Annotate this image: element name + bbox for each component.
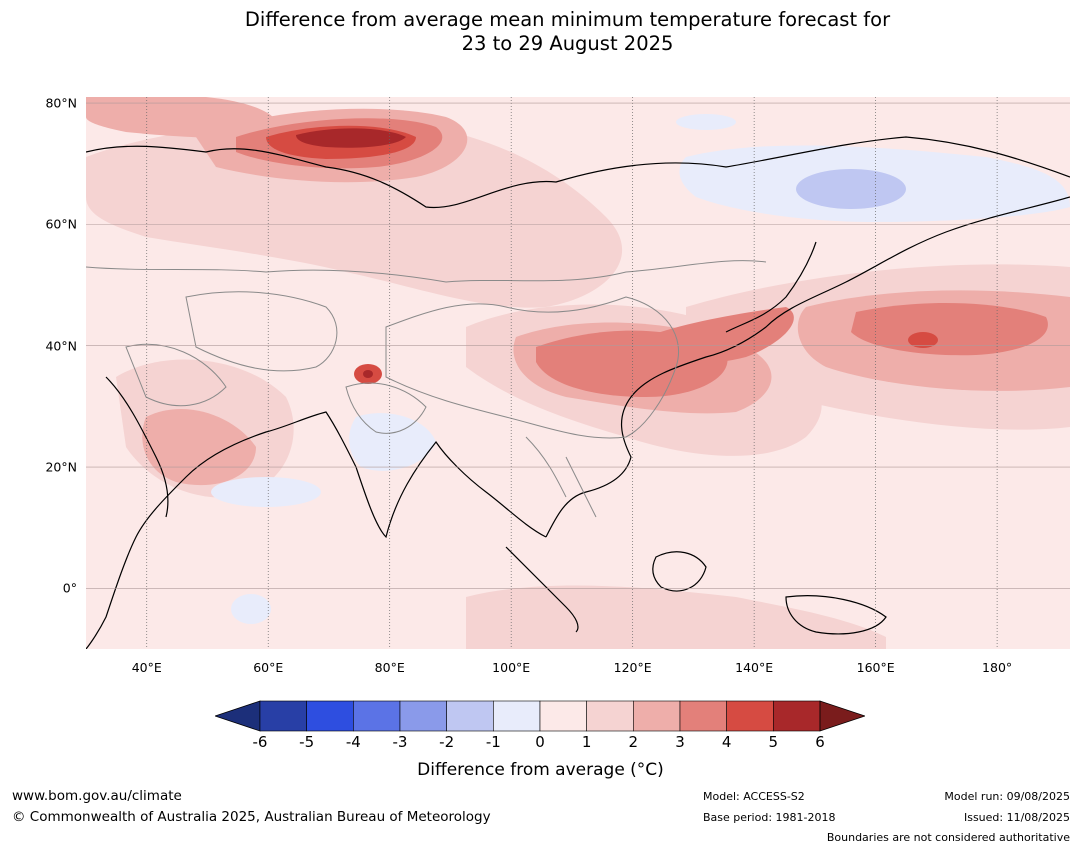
colorbar-bin	[539, 700, 587, 732]
longitude-label: 80°E	[374, 660, 405, 675]
colorbar-bin	[493, 700, 541, 732]
latitude-label: 80°N	[45, 95, 77, 111]
latitude-label: 0°	[62, 580, 77, 596]
coastline-red-sea	[105, 376, 169, 518]
longitude-label: 140°E	[735, 660, 774, 675]
boundary-china	[385, 296, 680, 439]
anomaly-zone-pacific-core	[851, 302, 1048, 356]
colorbar-under-arrow	[215, 700, 261, 732]
anomaly-zone-indian-ocean-cool	[231, 594, 271, 624]
footer-issued: Issued: 11/08/2025	[963, 811, 1070, 824]
boundary-russia-south	[86, 260, 767, 283]
footer-disclaimer: Boundaries are not considered authoritat…	[826, 831, 1070, 844]
colorbar-tick-label: 0	[535, 733, 545, 751]
boundary-india	[345, 382, 427, 434]
anomaly-map	[86, 97, 1070, 649]
colorbar-tick-label: -5	[299, 733, 315, 751]
anomaly-zone-arctic-cool	[676, 114, 736, 130]
graticule	[86, 97, 1070, 649]
colorbar-tick-label: 6	[815, 733, 825, 751]
colorbar-tick-label: -4	[345, 733, 361, 751]
anomaly-zone-saudi	[142, 408, 256, 486]
colorbar-bin	[679, 700, 727, 732]
footer-url[interactable]: www.bom.gov.au/climate	[12, 788, 182, 804]
anomaly-zone-east-siberia-cold	[796, 169, 906, 209]
colorbar-bin	[773, 700, 821, 732]
colorbar-tick-label: 4	[721, 733, 732, 751]
map-title-line-1: Difference from average mean minimum tem…	[244, 8, 891, 31]
colorbar-tick-label: 1	[581, 733, 592, 751]
anomaly-zone-maritime	[466, 585, 886, 649]
colorbar-bin	[586, 700, 634, 732]
colorbar-bin	[259, 700, 307, 732]
longitude-label: 40°E	[131, 660, 162, 675]
latitude-label: 60°N	[45, 216, 77, 232]
colorbar	[215, 700, 865, 732]
longitude-label: 60°E	[253, 660, 284, 675]
map-title: Difference from average mean minimum tem…	[0, 8, 1081, 56]
colorbar-bin	[446, 700, 494, 732]
coastline-japan	[725, 241, 817, 333]
anomaly-zone-arabian-sea-cool	[211, 477, 321, 507]
colorbar-bin	[399, 700, 447, 732]
latitude-label: 20°N	[45, 459, 77, 475]
colorbar-tick-label: 2	[628, 733, 639, 751]
coastline-new-guinea	[785, 595, 887, 635]
anomaly-zone-siberia-max	[296, 128, 406, 148]
colorbar-title: Difference from average (°C)	[417, 760, 664, 780]
coastline-arctic	[86, 136, 1070, 209]
anomaly-shading	[86, 97, 1070, 649]
footer-model-run: Model run: 09/08/2025	[944, 790, 1070, 803]
coastline-pacific-east-asia	[545, 196, 1070, 538]
anomaly-zone-japan	[646, 307, 794, 364]
colorbar-tick-label: -2	[439, 733, 455, 751]
boundary-central-asia	[185, 291, 338, 372]
colorbar-tick-label: 3	[675, 733, 685, 751]
colorbar-tick-label: -1	[485, 733, 501, 751]
colorbar-over-arrow	[819, 700, 865, 732]
footer-copyright: © Commonwealth of Australia 2025, Austra…	[12, 809, 491, 825]
colorbar-tick-label: -6	[252, 733, 268, 751]
colorbar-tick-label: -3	[392, 733, 408, 751]
longitude-label: 160°E	[856, 660, 895, 675]
footer-base-period: Base period: 1981-2018	[703, 811, 836, 824]
footer-model: Model: ACCESS-S2	[703, 790, 805, 803]
anomaly-zone-tibet-max	[363, 370, 373, 378]
colorbar-bin	[306, 700, 354, 732]
longitude-label: 120°E	[613, 660, 652, 675]
colorbar-tick-label: 5	[768, 733, 779, 751]
map-title-line-2: 23 to 29 August 2025	[461, 32, 674, 55]
coastline-sumatra	[505, 546, 579, 633]
latitude-label: 40°N	[45, 338, 77, 354]
colorbar-bin	[353, 700, 401, 732]
anomaly-zone-pacific-peak	[908, 332, 938, 348]
coastlines	[86, 136, 1070, 649]
longitude-label: 180°	[982, 660, 1013, 675]
longitude-label: 100°E	[492, 660, 531, 675]
colorbar-bin	[726, 700, 774, 732]
coastline-south-asia	[86, 411, 547, 649]
colorbar-bin	[633, 700, 681, 732]
